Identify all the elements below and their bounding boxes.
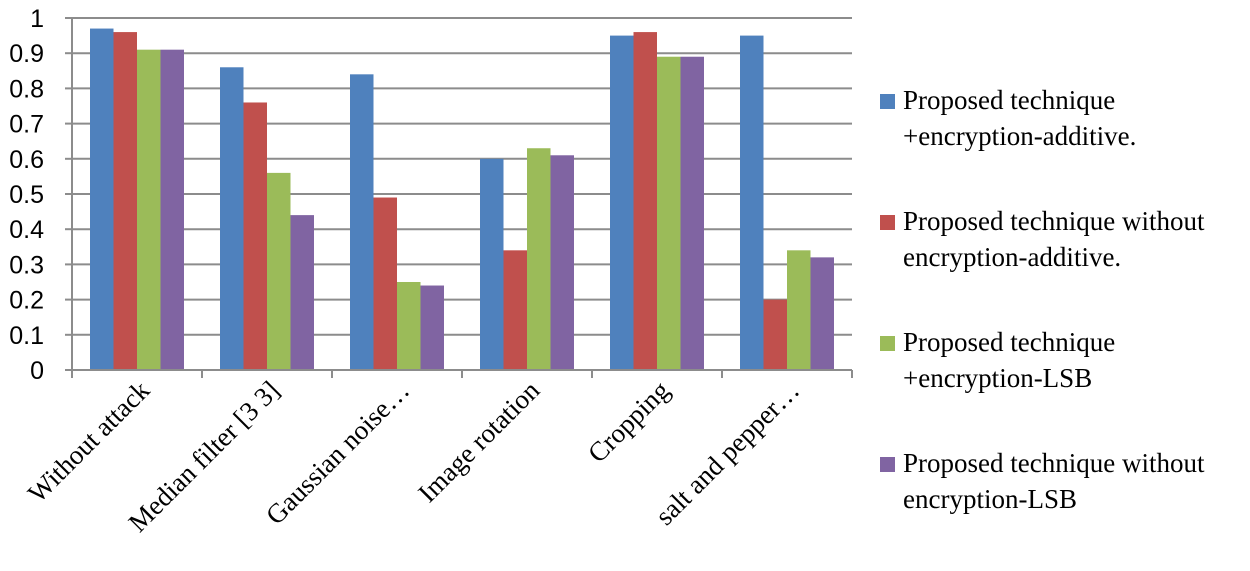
bar	[420, 285, 444, 370]
x-tick-label: Without attack	[22, 375, 156, 509]
bar	[810, 257, 834, 370]
y-tick-label: 0.2	[9, 287, 44, 315]
y-tick-label: 0.4	[9, 216, 44, 244]
y-tick-label: 1	[30, 5, 44, 33]
bar	[90, 28, 114, 371]
y-tick-label: 0.7	[9, 111, 44, 139]
bar	[397, 282, 421, 370]
bar	[267, 172, 291, 370]
legend-label: Proposed technique +encryption-LSB	[903, 327, 1116, 393]
y-tick-label: 0.9	[9, 40, 44, 68]
legend-swatch	[880, 336, 895, 351]
y-tick-label: 0.5	[9, 181, 44, 209]
bar	[527, 148, 551, 370]
legend-swatch	[880, 94, 895, 109]
legend-swatch	[880, 215, 895, 230]
bar	[113, 32, 137, 370]
y-tick-label: 0	[30, 357, 44, 385]
bar	[763, 299, 787, 370]
bar	[220, 67, 244, 370]
bars	[90, 28, 834, 371]
y-axis-ticks: 0 0.1 0.2 0.3 0.4 0.5 0.6 0.7 0.8 0.9 1	[9, 5, 72, 385]
bar	[657, 56, 681, 370]
y-tick-label: 0.6	[9, 146, 44, 174]
legend-label: Proposed technique +encryption-additive.	[903, 85, 1137, 151]
bar	[373, 197, 397, 370]
bar	[610, 35, 634, 370]
y-tick-label: 0.8	[9, 75, 44, 103]
bar	[503, 250, 527, 370]
bar	[290, 215, 314, 370]
bar	[160, 49, 184, 371]
bar	[243, 102, 267, 370]
x-tick-label: Cropping	[582, 375, 675, 468]
legend-item: Proposed technique without encryption-LS…	[880, 445, 1250, 566]
bar	[350, 74, 374, 370]
legend-label: Proposed technique without encryption-LS…	[903, 448, 1205, 514]
x-tick-label: Gaussian noise…	[260, 375, 415, 530]
y-tick-label: 0.1	[9, 322, 44, 350]
legend: Proposed technique +encryption-additive.…	[880, 82, 1250, 566]
legend-item: Proposed technique +encryption-LSB	[880, 324, 1250, 445]
bar	[137, 49, 161, 371]
bar	[787, 250, 811, 370]
y-tick-label: 0.3	[9, 251, 44, 279]
bar	[633, 32, 657, 370]
bar	[680, 56, 704, 370]
legend-swatch	[880, 457, 895, 472]
bar	[480, 158, 504, 370]
gridlines	[72, 17, 852, 336]
legend-item: Proposed technique without encryption-ad…	[880, 203, 1250, 324]
legend-item: Proposed technique +encryption-additive.	[880, 82, 1250, 203]
legend-label: Proposed technique without encryption-ad…	[903, 206, 1205, 272]
bar	[550, 155, 574, 370]
bar	[740, 35, 764, 370]
axes	[65, 18, 853, 378]
x-tick-label: Image rotation	[412, 375, 545, 508]
